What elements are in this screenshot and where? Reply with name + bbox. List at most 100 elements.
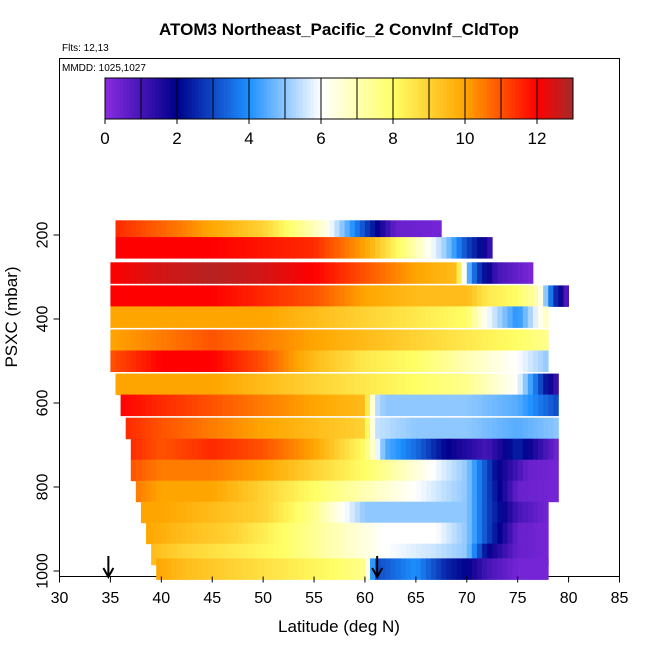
heatmap-cell	[543, 438, 549, 461]
heatmap-cell	[181, 237, 188, 259]
heatmap-cell	[400, 237, 407, 259]
heatmap-cell	[329, 306, 335, 328]
chart-title: ATOM3 Northeast_Pacific_2 ConvInf_CldTop	[159, 20, 519, 39]
heatmap-cell	[156, 394, 162, 417]
heatmap-cell	[543, 543, 549, 566]
heatmap-cell	[527, 543, 534, 566]
heatmap-cell	[293, 459, 300, 482]
colorbar-segment	[565, 78, 570, 119]
heatmap-cell	[166, 306, 172, 328]
heatmap-cell	[130, 285, 137, 307]
heatmap-cell	[278, 543, 284, 566]
heatmap-cell	[252, 480, 259, 503]
heatmap-cell	[482, 438, 488, 461]
heatmap-cell	[227, 329, 233, 351]
heatmap-cell	[497, 285, 503, 307]
colorbar-segment	[407, 78, 412, 119]
heatmap-cell	[278, 237, 284, 259]
heatmap-cell	[161, 522, 167, 545]
heatmap-cell	[278, 350, 284, 372]
heatmap-row	[130, 459, 559, 482]
heatmap-cell	[339, 350, 345, 372]
heatmap-cell	[151, 306, 157, 328]
heatmap-cell	[548, 285, 554, 307]
heatmap-cell	[456, 373, 463, 396]
heatmap-cell	[471, 373, 478, 396]
heatmap-cell	[176, 306, 183, 328]
colorbar-segment	[447, 78, 451, 119]
heatmap-cell	[186, 522, 193, 545]
heatmap-cell	[303, 220, 310, 242]
heatmap-cell	[212, 438, 218, 461]
heatmap-cell	[252, 501, 259, 524]
heatmap-cell	[308, 522, 315, 545]
heatmap-cell	[176, 459, 183, 482]
x-axis-label: Latitude (deg N)	[278, 617, 400, 636]
heatmap-cell	[156, 373, 162, 396]
heatmap-cell	[395, 262, 401, 284]
heatmap-cell	[487, 501, 493, 524]
heatmap-cell	[375, 543, 381, 566]
heatmap-cell	[344, 522, 351, 545]
heatmap-cell	[420, 394, 427, 417]
heatmap-cell	[334, 329, 340, 351]
heatmap-cell	[420, 522, 427, 545]
heatmap-cell	[222, 543, 228, 566]
y-tick-label: 1000	[35, 553, 52, 589]
colorbar-segment	[569, 78, 574, 119]
heatmap-cell	[217, 237, 223, 259]
heatmap-cell	[303, 394, 310, 417]
heatmap-cell	[553, 394, 559, 417]
heatmap-cell	[446, 373, 452, 396]
colorbar-segment	[465, 78, 469, 119]
heatmap-cell	[181, 522, 188, 545]
colorbar-segment	[162, 78, 167, 119]
heatmap-cell	[364, 262, 371, 284]
heatmap-cell	[283, 543, 289, 566]
heatmap-cell	[319, 394, 325, 417]
colorbar-segment	[220, 78, 225, 119]
heatmap-cell	[497, 438, 503, 461]
colorbar-segment	[321, 78, 325, 119]
heatmap-cell	[512, 285, 519, 307]
heatmap-cell	[268, 501, 274, 524]
heatmap-cell	[385, 543, 391, 566]
heatmap-cell	[263, 459, 269, 482]
heatmap-cell	[227, 480, 233, 503]
heatmap-cell	[476, 543, 483, 566]
heatmap-cell	[120, 220, 127, 242]
heatmap-cell	[385, 501, 391, 524]
colorbar-segment	[357, 78, 361, 119]
heatmap-cell	[370, 329, 376, 351]
heatmap-cell	[466, 459, 473, 482]
heatmap-cell	[354, 417, 361, 440]
colorbar-segment	[508, 78, 513, 119]
heatmap-cell	[191, 285, 198, 307]
heatmap-cell	[471, 417, 478, 440]
colorbar-segment	[223, 78, 228, 119]
colorbar-segment	[137, 78, 142, 119]
heatmap-cell	[385, 459, 391, 482]
heatmap-cell	[466, 285, 473, 307]
heatmap-cell	[410, 543, 417, 566]
heatmap-cell	[431, 350, 437, 372]
heatmap-cell	[497, 417, 503, 440]
heatmap-cell	[171, 306, 177, 328]
heatmap-cell	[436, 220, 442, 242]
heatmap-cell	[395, 558, 401, 580]
heatmap-cell	[492, 329, 498, 351]
heatmap-cell	[482, 558, 488, 580]
heatmap-cell	[222, 558, 228, 580]
heatmap-cell	[522, 394, 529, 417]
heatmap-cell	[181, 480, 188, 503]
heatmap-cell	[258, 306, 264, 328]
heatmap-cell	[247, 459, 254, 482]
heatmap-cell	[441, 543, 447, 566]
heatmap-cell	[237, 558, 244, 580]
heatmap-cell	[451, 438, 457, 461]
heatmap-cell	[390, 480, 396, 503]
heatmap-cell	[217, 501, 223, 524]
heatmap-cell	[191, 220, 198, 242]
x-tick-label: 80	[560, 590, 578, 607]
heatmap-cell	[359, 329, 366, 351]
